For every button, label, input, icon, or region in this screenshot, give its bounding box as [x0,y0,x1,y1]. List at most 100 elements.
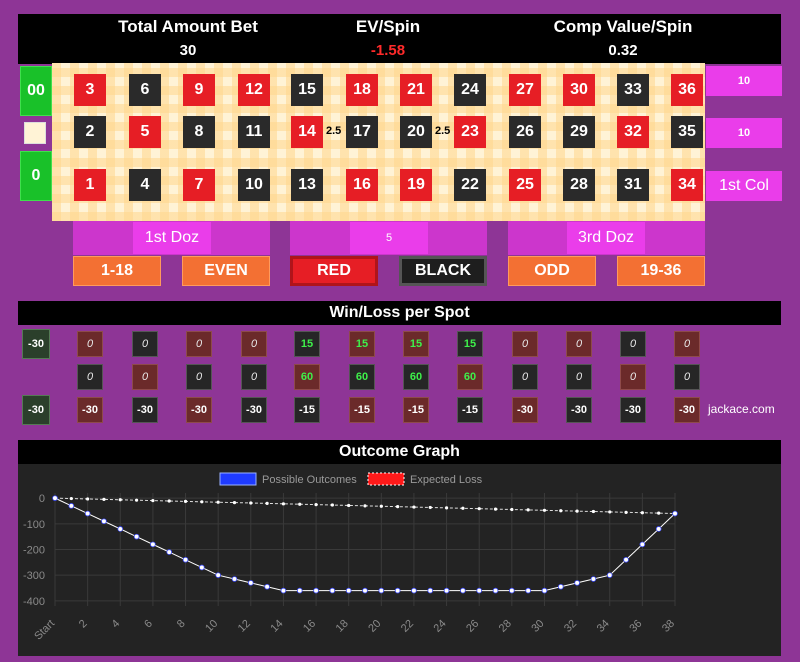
number-14[interactable]: 14 [291,116,323,148]
number-19[interactable]: 19 [400,169,432,201]
number-22[interactable]: 22 [454,169,486,201]
possible-outcome-point [427,587,434,594]
number-36[interactable]: 36 [671,74,703,106]
possible-outcome-point [574,580,580,586]
possible-outcome-point [264,583,270,590]
number-15[interactable]: 15 [291,74,323,106]
comp-value: 0.32 [608,42,638,59]
number-32[interactable]: 32 [617,116,649,148]
number-27[interactable]: 27 [509,74,541,106]
number-13[interactable]: 13 [291,169,323,201]
winloss-cell-3: 0 [77,331,103,357]
column-3-bet[interactable]: 10 [706,66,782,96]
low-1-18-bet[interactable]: 1-18 [73,256,161,286]
expected-loss-point [69,496,73,501]
number-5[interactable]: 5 [129,116,161,148]
outcome-chart-svg: Possible Outcomes Expected Loss 0 -100 -20… [23,472,678,643]
winloss-zero: -30 [22,395,50,425]
outcome-graph: Possible Outcomes Expected Loss 0 -100 -20… [18,464,781,656]
y-tick-label: 0 [39,493,45,505]
dozen-1-bet[interactable]: 1st Doz [133,222,211,254]
winloss-cell-20: 60 [403,364,429,390]
x-tick-label: 32 [562,618,579,635]
red-bet[interactable]: RED [290,256,378,286]
y-tick-label: -100 [23,519,45,531]
column-1-bet[interactable]: 1st Col [706,171,782,201]
number-10[interactable]: 10 [238,169,270,201]
expected-loss-point [559,509,563,513]
number-30[interactable]: 30 [563,74,595,106]
x-tick-label: 30 [529,618,546,635]
possible-outcome-point [476,587,483,594]
possible-outcome-point [313,587,319,594]
number-8[interactable]: 8 [183,116,215,148]
number-26[interactable]: 26 [509,116,541,148]
split-bet-14-17[interactable]: 2.5 [326,125,342,137]
y-tick-label: -400 [23,596,45,608]
winloss-cell-32: 0 [620,364,646,390]
number-24[interactable]: 24 [454,74,486,106]
ev-label: EV/Spin [355,17,421,36]
odd-bet[interactable]: ODD [508,256,596,286]
number-31[interactable]: 31 [617,169,649,201]
expected-loss-point [510,507,514,512]
winloss-cell-33: 0 [620,331,646,357]
dozen-2-bet[interactable]: 5 [350,222,428,254]
expected-loss-point [608,510,612,514]
number-16[interactable]: 16 [346,169,378,201]
expected-loss-point [298,502,302,506]
expected-loss-point [281,502,286,506]
number-2[interactable]: 2 [74,116,106,148]
number-17[interactable]: 17 [346,116,378,148]
expected-loss-point [118,498,122,502]
comp-label: Comp Value/Spin [553,17,693,36]
x-tick-label: 6 [142,618,155,631]
number-23[interactable]: 23 [454,116,486,148]
number-28[interactable]: 28 [563,169,595,201]
split-bet-20-23[interactable]: 2.5 [435,125,451,137]
number-29[interactable]: 29 [563,116,595,148]
number-21[interactable]: 21 [400,74,432,106]
double-zero-spot[interactable]: 00 [20,66,52,116]
comp-panel: Comp Value/Spin 0.32 [523,14,723,59]
number-12[interactable]: 12 [238,74,270,106]
black-bet[interactable]: BLACK [399,256,487,286]
number-33[interactable]: 33 [617,74,649,106]
number-7[interactable]: 7 [183,169,215,201]
possible-outcome-point [541,587,548,594]
number-25[interactable]: 25 [509,169,541,201]
number-3[interactable]: 3 [74,74,106,106]
winloss-cell-8: 0 [186,364,212,390]
possible-outcome-point [101,518,107,525]
number-18[interactable]: 18 [346,74,378,106]
total-bet-panel: Total Amount Bet 30 [88,14,288,59]
expected-loss-point [640,511,644,515]
possible-outcome-point [639,541,646,548]
winloss-cell-29: 0 [566,364,592,390]
winloss-cell-31: -30 [620,397,646,423]
even-bet[interactable]: EVEN [182,256,270,286]
ev-panel: EV/Spin -1.58 [288,14,488,59]
high-19-36-bet[interactable]: 19-36 [617,256,705,286]
winloss-cell-27: 0 [512,331,538,357]
possible-outcome-point [443,587,450,594]
column-2-bet[interactable]: 10 [706,118,782,148]
number-4[interactable]: 4 [129,169,161,201]
number-9[interactable]: 9 [183,74,215,106]
expected-loss-point [428,505,432,510]
number-6[interactable]: 6 [129,74,161,106]
number-20[interactable]: 20 [400,116,432,148]
possible-outcome-point [411,587,417,594]
number-1[interactable]: 1 [74,169,106,201]
expected-loss-point [151,498,155,503]
possible-outcome-point [525,587,531,594]
zero-spot[interactable]: 0 [20,151,52,201]
number-11[interactable]: 11 [238,116,270,148]
number-35[interactable]: 35 [671,116,703,148]
zero-split-spot[interactable] [24,122,46,144]
expected-loss-point [493,507,498,511]
expected-loss-point [363,504,367,508]
x-tick-label: 22 [399,618,416,635]
number-34[interactable]: 34 [671,169,703,201]
dozen-3-bet[interactable]: 3rd Doz [567,222,645,254]
